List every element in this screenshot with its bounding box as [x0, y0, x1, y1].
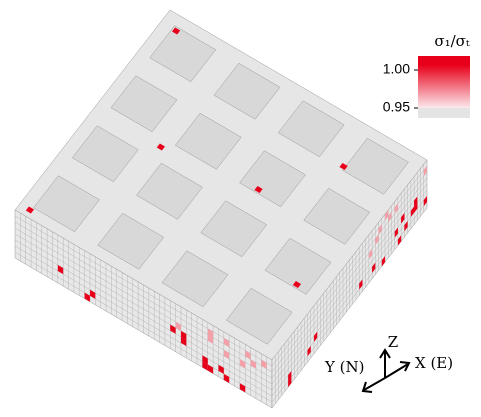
structure-model: [15, 10, 427, 408]
top-surface: [15, 10, 427, 360]
y-label: Y (N): [324, 358, 365, 376]
x-label: X (E): [415, 354, 453, 372]
axis-triad: [363, 350, 409, 392]
colorbar-ticks: 1.00 0.95: [383, 61, 418, 115]
colorbar-tick-label: 1.00: [383, 61, 410, 77]
y-arrow: [364, 378, 385, 390]
colorbar-top: [418, 56, 470, 65]
colorbar-bottom: [418, 108, 470, 118]
figure: σ₁/σₜ 1.00 0.95 Z X (E) Y (N): [0, 0, 481, 417]
colorbar: σ₁/σₜ 1.00 0.95: [383, 32, 470, 118]
colorbar-tick-label: 0.95: [383, 99, 410, 115]
colorbar-gradient: [418, 65, 470, 108]
z-label: Z: [388, 333, 398, 351]
x-arrow: [385, 364, 408, 378]
colorbar-title: σ₁/σₜ: [434, 32, 470, 50]
